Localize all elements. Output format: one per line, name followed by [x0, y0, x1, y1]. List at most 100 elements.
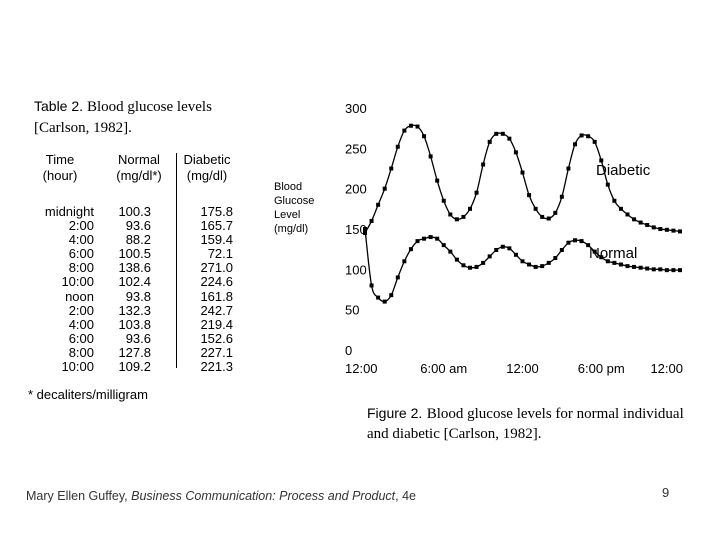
x-tick-label: 12:00 — [506, 361, 539, 376]
table-cell-diabetic: 152.6 — [200, 330, 233, 346]
table-cell-diabetic: 227.1 — [200, 344, 233, 360]
data-point-diabetic — [376, 202, 381, 207]
data-point-normal — [664, 268, 669, 273]
data-point-normal — [527, 262, 532, 267]
table-column-normal: Normal (mg/dl*) 100.3 93.6 88.2 100.5 138.6 1… — [104, 153, 174, 374]
data-point-normal — [533, 264, 538, 269]
data-point-diabetic — [553, 210, 558, 215]
table-cell-time: 2:00 — [68, 302, 94, 318]
table-cell-normal: 88.2 — [125, 232, 151, 248]
y-axis-label-line: (mg/dl) — [274, 223, 309, 235]
data-point-diabetic — [586, 134, 591, 139]
data-point-normal — [625, 264, 630, 269]
x-tick-label: 6:00 am — [420, 361, 467, 376]
table-cell-diabetic: 165.7 — [200, 218, 233, 234]
data-point-diabetic — [678, 229, 682, 234]
data-point-normal — [592, 249, 597, 254]
table-divider — [176, 153, 177, 368]
data-point-normal — [363, 227, 367, 231]
data-point-normal — [454, 257, 459, 262]
table-cell-normal: 93.8 — [125, 288, 151, 304]
data-point-diabetic — [435, 178, 440, 183]
table-caption: Table 2. Blood glucose levels [Carlson, … — [34, 96, 264, 138]
data-point-normal — [546, 260, 551, 265]
data-point-normal — [658, 267, 663, 272]
data-point-diabetic — [507, 136, 512, 141]
table-header-normal: Normal (mg/dl*) — [104, 153, 174, 185]
data-point-diabetic — [513, 150, 518, 155]
data-point-diabetic — [599, 158, 604, 163]
data-point-diabetic — [408, 123, 413, 128]
data-point-normal — [678, 268, 682, 273]
data-point-diabetic — [382, 186, 387, 191]
data-point-normal — [566, 240, 571, 245]
data-point-normal — [428, 235, 433, 240]
data-point-diabetic — [533, 206, 538, 211]
page-number: 9 — [662, 485, 670, 500]
data-point-diabetic — [625, 212, 630, 217]
data-point-diabetic — [441, 198, 446, 203]
data-point-diabetic — [487, 139, 492, 144]
data-point-diabetic — [605, 182, 610, 187]
data-point-normal — [402, 259, 407, 264]
data-point-normal — [507, 246, 512, 251]
data-point-normal — [422, 236, 427, 241]
data-point-diabetic — [658, 227, 663, 231]
data-point-normal — [599, 255, 604, 260]
data-point-diabetic — [612, 198, 617, 203]
data-point-diabetic — [527, 193, 532, 198]
data-point-normal — [579, 239, 584, 244]
data-point-normal — [586, 243, 591, 248]
data-point-diabetic — [559, 194, 564, 199]
data-point-diabetic — [402, 128, 407, 133]
data-point-diabetic — [468, 206, 472, 211]
data-point-normal — [645, 266, 650, 271]
data-point-diabetic — [566, 166, 571, 171]
table-caption-text: Blood glucose levels [Carlson, 1982]. — [34, 99, 212, 136]
data-point-normal — [441, 243, 446, 248]
y-axis-label-line: Level — [274, 209, 301, 221]
data-point-normal — [487, 254, 492, 259]
table-cell-time: 6:00 — [68, 246, 94, 262]
data-point-diabetic — [474, 190, 479, 195]
data-point-normal — [573, 238, 577, 243]
data-point-diabetic — [500, 131, 505, 136]
table-cell-time: midnight — [44, 204, 94, 219]
figure-caption-label: Figure 2. — [367, 405, 423, 421]
data-point-normal — [435, 236, 440, 241]
y-tick-label: 300 — [345, 101, 367, 116]
data-point-normal — [382, 299, 387, 304]
table-column-diabetic: Diabetic (mg/dl) 175.8 165.7 159.4 72.1 271.… — [175, 152, 239, 374]
table-cell-time: 6:00 — [68, 330, 94, 346]
data-point-normal — [513, 252, 518, 257]
y-tick-label: 0 — [345, 343, 352, 358]
table-header-line: Diabetic — [183, 152, 231, 167]
table-cell-time: 10:00 — [61, 274, 94, 290]
x-tick-label: 12:00 — [345, 361, 378, 376]
table-cell-time: 10:00 — [61, 359, 94, 375]
data-point-normal — [553, 256, 558, 261]
data-point-normal — [671, 268, 676, 273]
data-point-diabetic — [395, 144, 400, 149]
table-values-normal: 100.3 93.6 88.2 100.5 138.6 102.4 93.8 132.3 103… — [104, 204, 151, 374]
data-point-normal — [461, 263, 466, 268]
data-point-normal — [468, 265, 472, 270]
y-tick-label: 150 — [345, 222, 367, 237]
table-cell-diabetic: 72.1 — [207, 246, 233, 262]
table-cell-normal: 138.6 — [118, 260, 151, 276]
x-tick-label: 12:00 — [650, 361, 683, 376]
table-cell-time: 4:00 — [68, 316, 94, 332]
table-header-line: (hour) — [42, 168, 78, 183]
data-point-diabetic — [540, 214, 545, 219]
credit-edition: , 4e — [395, 489, 417, 503]
data-point-normal — [540, 264, 545, 269]
data-point-diabetic — [671, 228, 676, 233]
data-point-diabetic — [369, 218, 374, 223]
data-point-diabetic — [448, 212, 453, 217]
data-point-diabetic — [664, 227, 669, 232]
data-point-normal — [632, 264, 637, 269]
table-cell-time: 8:00 — [68, 344, 94, 360]
series-label-diabetic: Diabetic — [596, 162, 651, 179]
source-credit: Mary Ellen Guffey, Business Communicatio… — [26, 489, 416, 503]
table-column-time: Time (hour) midnight 2:00 4:00 6:00 8:00 10:0… — [26, 153, 94, 374]
